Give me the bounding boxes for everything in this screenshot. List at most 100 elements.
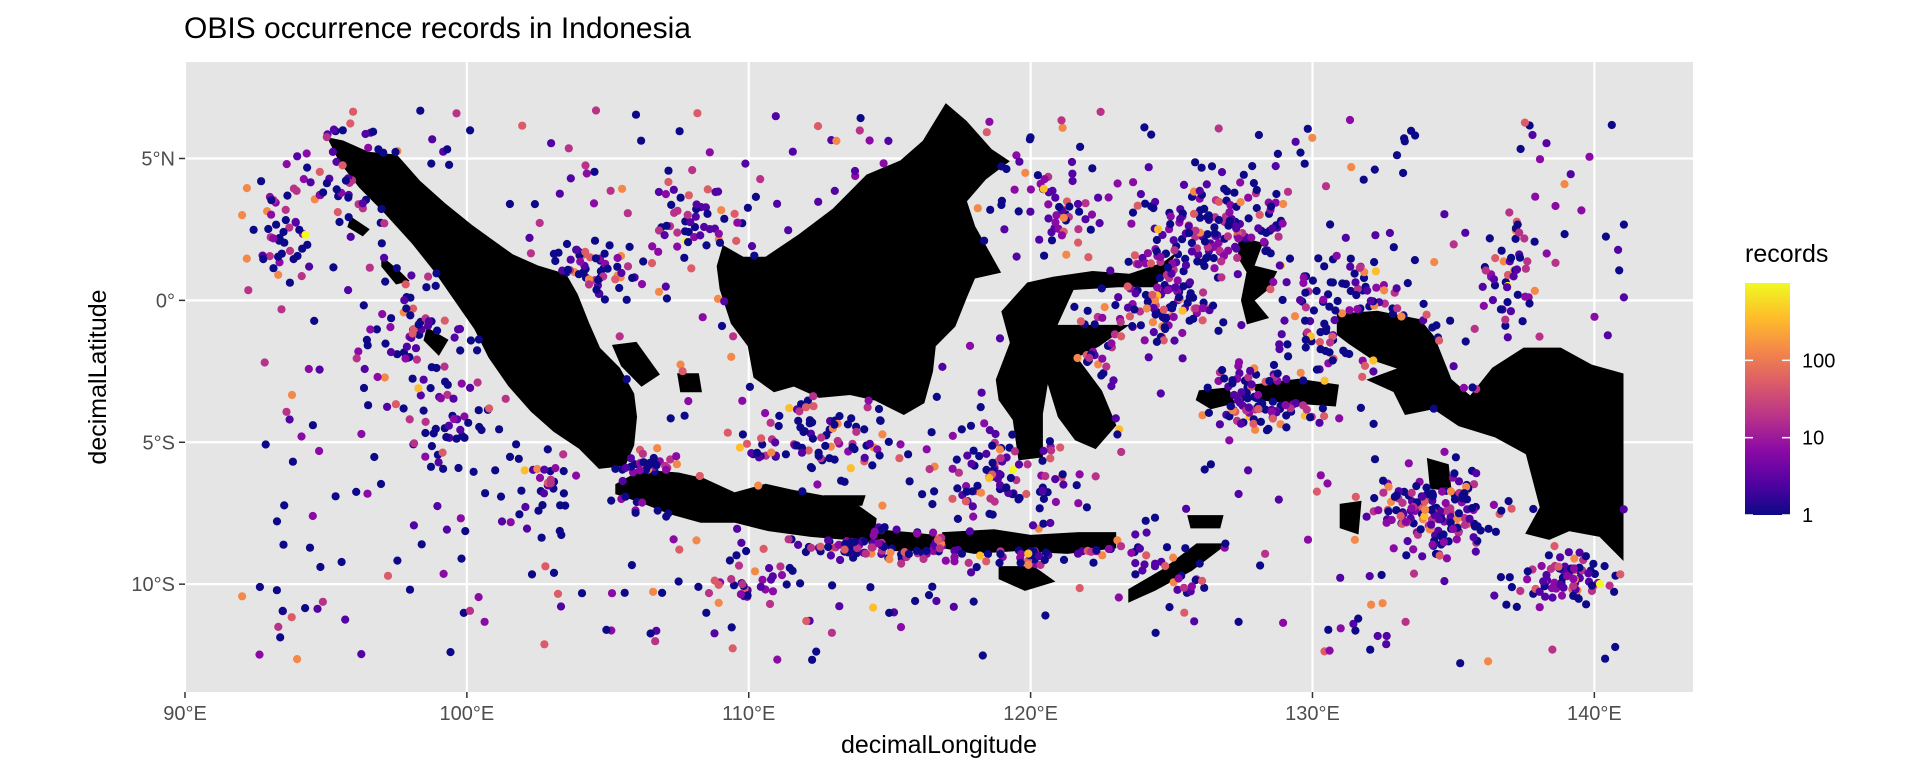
occurrence-point [267,196,276,205]
occurrence-point [318,597,327,606]
occurrence-point [527,570,537,579]
occurrence-point [1058,123,1067,132]
occurrence-point [424,272,433,281]
occurrence-point [1301,316,1310,325]
occurrence-point [272,586,281,595]
occurrence-point [530,200,540,209]
occurrence-point [1156,252,1165,261]
occurrence-point [1505,573,1514,582]
occurrence-point [1350,269,1359,278]
occurrence-point [1225,208,1234,217]
occurrence-point [1435,551,1444,560]
occurrence-point [518,121,527,130]
occurrence-point [338,126,347,135]
occurrence-point [559,450,568,459]
occurrence-point [1082,503,1091,512]
occurrence-point [454,463,463,473]
occurrence-point [1590,569,1599,579]
occurrence-point [1194,250,1203,259]
occurrence-point [401,354,410,363]
occurrence-point [1148,290,1157,299]
occurrence-point [1160,323,1169,332]
occurrence-point [1504,497,1513,506]
occurrence-point [1198,576,1207,586]
occurrence-point [976,551,985,560]
occurrence-point [441,377,450,386]
occurrence-point [878,501,887,510]
occurrence-point [1184,228,1194,238]
occurrence-point [1165,603,1174,612]
occurrence-point [401,280,410,289]
occurrence-point [1124,257,1133,266]
occurrence-point [1350,535,1359,544]
occurrence-point [549,249,559,258]
occurrence-point [329,263,338,272]
occurrence-point [393,350,402,359]
occurrence-point [905,477,914,486]
occurrence-point [948,431,957,440]
occurrence-point [1275,261,1284,270]
occurrence-point [267,210,276,219]
gridlines [183,62,1693,692]
occurrence-point [850,166,860,176]
occurrence-point [613,253,622,263]
occurrence-point [291,218,300,227]
occurrence-point [1095,219,1104,228]
occurrence-point [953,484,962,493]
occurrence-point [972,563,981,572]
occurrence-point [1396,511,1405,521]
legend-label: 10 [1802,428,1824,450]
occurrence-point [1221,539,1230,548]
occurrence-point [1440,447,1449,456]
occurrence-point [1422,310,1431,319]
occurrence-point [869,603,878,612]
occurrence-point [776,562,785,571]
occurrence-point [1090,320,1099,329]
occurrence-point [606,186,615,195]
occurrence-point [710,629,719,638]
occurrence-point [1198,411,1207,420]
occurrence-point [1191,576,1200,585]
occurrence-point [525,233,534,242]
occurrence-point [1516,586,1525,596]
occurrence-point [607,589,617,598]
occurrence-point [1022,489,1031,499]
occurrence-point [412,355,421,364]
occurrence-point [1178,328,1187,338]
occurrence-point [792,441,802,450]
occurrence-point [1452,535,1461,544]
occurrence-point [653,506,662,515]
occurrence-point [1158,230,1167,240]
occurrence-point [1542,249,1551,258]
occurrence-point [741,159,750,168]
occurrence-point [297,272,306,281]
occurrence-point [1191,226,1200,235]
occurrence-point [477,425,486,435]
occurrence-point [259,255,268,264]
occurrence-point [305,543,315,552]
occurrence-point [1283,340,1292,349]
occurrence-point [1046,454,1055,463]
occurrence-point [794,416,803,425]
occurrence-point [750,567,760,576]
occurrence-point [1075,470,1084,479]
occurrence-point [676,360,685,369]
y-axis-title: decimalLatitude [84,289,112,464]
occurrence-point [714,580,723,590]
occurrence-point [1291,399,1300,408]
occurrence-point [929,528,938,537]
occurrence-point [1254,224,1263,233]
occurrence-point [257,177,266,186]
occurrence-point [315,167,324,176]
occurrence-point [784,226,793,235]
occurrence-point [1178,354,1187,363]
occurrence-point [584,280,594,289]
occurrence-point [238,211,247,220]
occurrence-point [745,382,755,391]
occurrence-point [1134,260,1143,269]
occurrence-point [1233,270,1242,279]
occurrence-point [738,396,747,405]
occurrence-point [299,175,308,184]
occurrence-point [1472,469,1481,478]
occurrence-point [1366,645,1375,654]
